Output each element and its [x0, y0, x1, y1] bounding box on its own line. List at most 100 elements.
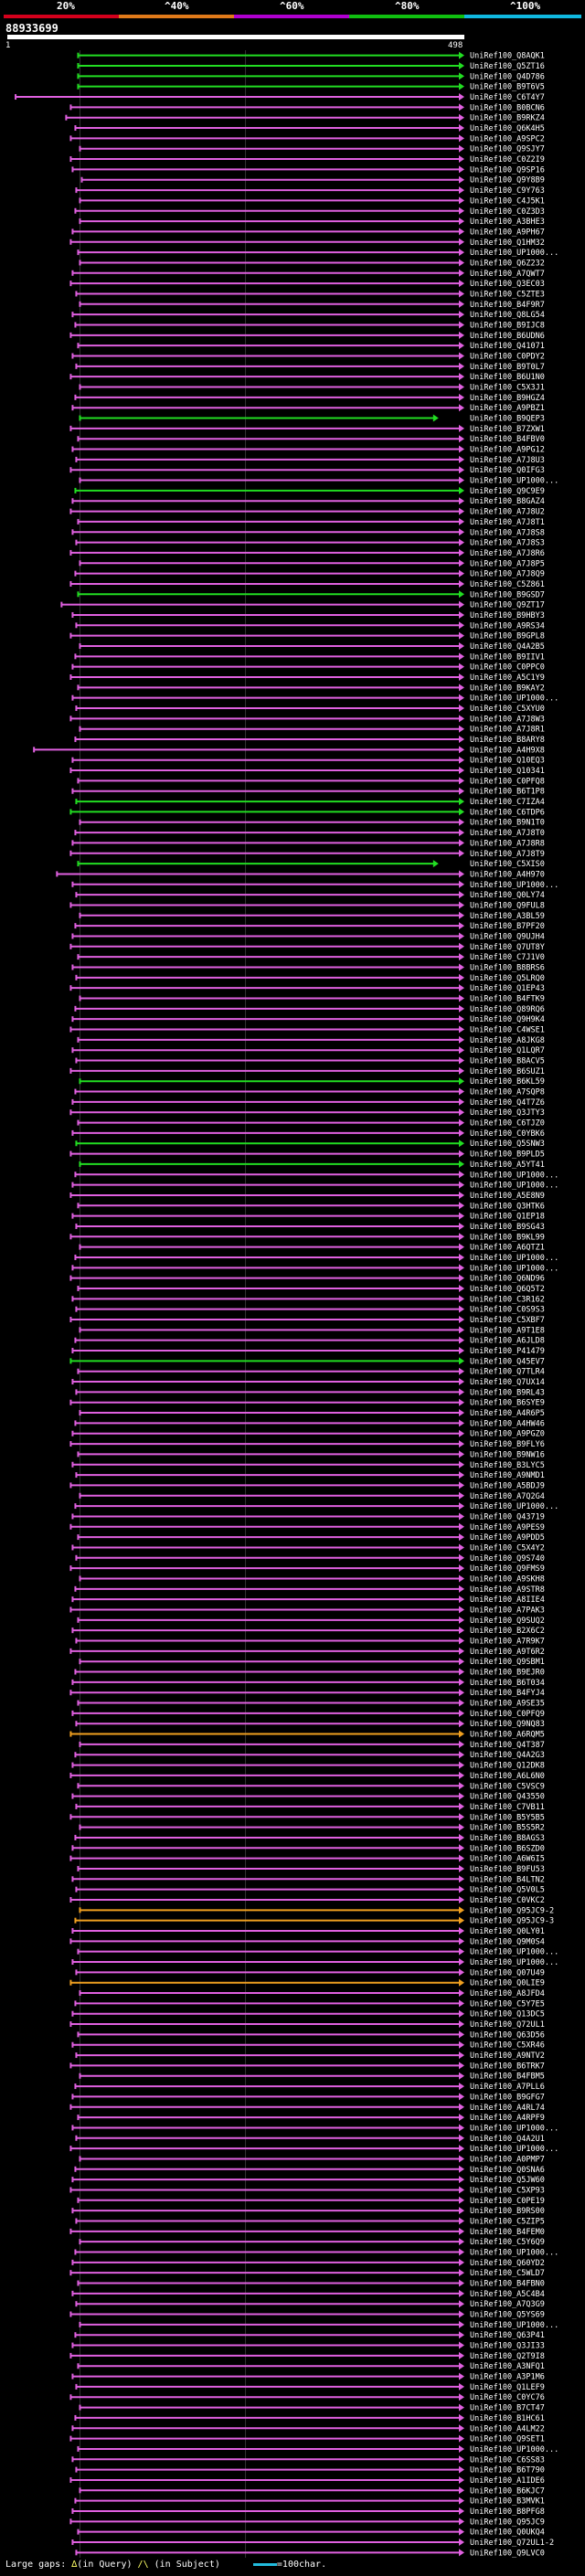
hit-row[interactable]: UniRef100_Q3JTY3 — [69, 1108, 545, 1118]
hit-row[interactable]: UniRef100_B8GAZ4 — [71, 497, 545, 506]
hit-label[interactable]: UniRef100_B9KL99 — [470, 1233, 545, 1242]
hit-label[interactable]: UniRef100_A9NMD1 — [470, 1471, 545, 1480]
hit-row[interactable]: UniRef100_A7J8R8 — [71, 839, 545, 848]
hit-label[interactable]: UniRef100_UP1000... — [470, 2124, 558, 2133]
hit-label[interactable]: UniRef100_B9NW16 — [470, 1450, 545, 1459]
hit-label[interactable]: UniRef100_A7J8U3 — [470, 456, 545, 465]
hit-row[interactable]: UniRef100_B6KL59 — [79, 1077, 545, 1087]
hit-row[interactable]: UniRef100_UP1000... — [79, 476, 558, 486]
hit-row[interactable]: UniRef100_C5XIS0 — [77, 860, 545, 869]
hit-label[interactable]: UniRef100_Q1HM32 — [470, 239, 545, 248]
hit-label[interactable]: UniRef100_A4H9X8 — [470, 746, 545, 755]
hit-row[interactable]: UniRef100_B6T034 — [71, 1678, 545, 1688]
hit-label[interactable]: UniRef100_Q1EP18 — [470, 1213, 545, 1222]
hit-label[interactable]: UniRef100_Q1LEF9 — [470, 2383, 545, 2392]
hit-row[interactable]: UniRef100_Q1LEF9 — [75, 2382, 545, 2392]
hit-row[interactable]: UniRef100_B4FBN0 — [77, 2279, 545, 2289]
hit-row[interactable]: UniRef100_A8IIE4 — [71, 1595, 545, 1605]
hit-label[interactable]: UniRef100_Q10EQ3 — [470, 757, 545, 766]
hit-label[interactable]: UniRef100_B9HGZ4 — [470, 394, 545, 403]
hit-label[interactable]: UniRef100_B1HC61 — [470, 2414, 545, 2423]
hit-row[interactable]: UniRef100_Q5JW60 — [71, 2176, 545, 2185]
hit-label[interactable]: UniRef100_C6SS83 — [470, 2455, 545, 2465]
hit-label[interactable]: UniRef100_UP1000... — [470, 881, 558, 890]
hit-row[interactable]: UniRef100_C0PE19 — [77, 2196, 545, 2206]
hit-label[interactable]: UniRef100_C5XP93 — [470, 2186, 545, 2195]
hit-row[interactable]: UniRef100_A4H9X8 — [33, 746, 545, 755]
hit-row[interactable]: UniRef100_A0PMP7 — [79, 2155, 545, 2164]
hit-label[interactable]: UniRef100_Q5JW60 — [470, 2176, 545, 2185]
hit-row[interactable]: UniRef100_A4R6P5 — [79, 1409, 545, 1418]
hit-row[interactable]: UniRef100_B9KAY2 — [77, 684, 545, 693]
hit-row[interactable]: UniRef100_A3BHE3 — [79, 217, 545, 227]
hit-row[interactable]: UniRef100_B9RS00 — [71, 2207, 545, 2216]
hit-row[interactable]: UniRef100_Q4T7Z6 — [71, 1097, 545, 1108]
hit-label[interactable]: UniRef100_B6T1P8 — [470, 788, 545, 797]
hit-row[interactable]: UniRef100_Q7UT8Y — [69, 942, 545, 952]
hit-row[interactable]: UniRef100_A7SQP8 — [74, 1087, 545, 1097]
hit-row[interactable]: UniRef100_B8ARY8 — [74, 736, 545, 745]
hit-label[interactable]: UniRef100_Q3HTK6 — [470, 1202, 545, 1211]
hit-row[interactable]: UniRef100_B9RKZ4 — [65, 113, 545, 123]
hit-label[interactable]: UniRef100_B5S5R2 — [470, 1824, 545, 1833]
hit-row[interactable]: UniRef100_C5X3J1 — [79, 383, 545, 393]
hit-label[interactable]: UniRef100_Q72UL1 — [470, 2020, 545, 2030]
hit-row[interactable]: UniRef100_Q5SNW3 — [75, 1140, 545, 1149]
hit-label[interactable]: UniRef100_UP1000... — [470, 2145, 558, 2154]
hit-row[interactable]: UniRef100_UP1000... — [77, 249, 558, 258]
hit-row[interactable]: UniRef100_A5YT41 — [79, 1160, 545, 1170]
hit-row[interactable]: UniRef100_B9RL43 — [75, 1388, 545, 1397]
hit-label[interactable]: UniRef100_Q0SNA6 — [470, 2166, 545, 2175]
hit-label[interactable]: UniRef100_UP1000... — [470, 1264, 558, 1273]
hit-row[interactable]: UniRef100_B6SYE9 — [69, 1398, 545, 1408]
hit-label[interactable]: UniRef100_Q1LQR7 — [470, 1046, 545, 1055]
hit-label[interactable]: UniRef100_Q72UL1-2 — [470, 2539, 554, 2548]
hit-row[interactable]: UniRef100_Q0SNA6 — [74, 2165, 545, 2175]
hit-row[interactable]: UniRef100_C4WSE1 — [69, 1025, 545, 1035]
hit-row[interactable]: UniRef100_C0Z3D3 — [74, 207, 545, 217]
hit-row[interactable]: UniRef100_A7J8W3 — [69, 715, 545, 724]
hit-row[interactable]: UniRef100_A8JFD4 — [79, 1989, 545, 1998]
hit-row[interactable]: UniRef100_A6L6N0 — [69, 1771, 545, 1781]
hit-label[interactable]: UniRef100_A7Q2G4 — [470, 1492, 545, 1501]
hit-label[interactable]: UniRef100_B9GPL8 — [470, 632, 545, 641]
hit-row[interactable]: UniRef100_Q12DK8 — [71, 1761, 545, 1771]
hit-row[interactable]: UniRef100_A4LM22 — [71, 2424, 545, 2433]
hit-row[interactable]: UniRef100_B9HGZ4 — [74, 393, 545, 403]
hit-row[interactable]: UniRef100_B4FEM0 — [69, 2227, 545, 2237]
hit-row[interactable]: UniRef100_A9T1E8 — [79, 1326, 545, 1335]
hit-label[interactable]: UniRef100_C4J5K1 — [470, 196, 545, 206]
hit-label[interactable]: UniRef100_C0Z2I9 — [470, 155, 545, 164]
hit-label[interactable]: UniRef100_C5X4Y2 — [470, 1543, 545, 1553]
hit-label[interactable]: UniRef100_A6RQM5 — [470, 1731, 545, 1740]
hit-row[interactable]: UniRef100_C0YC76 — [69, 2393, 545, 2402]
hit-label[interactable]: UniRef100_B4F9R7 — [470, 301, 545, 310]
hit-label[interactable]: UniRef100_C5Y7E5 — [470, 1999, 545, 2009]
hit-row[interactable]: UniRef100_C6T4Y7 — [15, 93, 545, 102]
hit-label[interactable]: UniRef100_Q43550 — [470, 1793, 545, 1802]
hit-row[interactable]: UniRef100_B6U1N0 — [69, 373, 545, 382]
hit-row[interactable]: UniRef100_Q9ZT17 — [60, 600, 545, 610]
hit-label[interactable]: UniRef100_UP1000... — [470, 2445, 558, 2454]
hit-row[interactable]: UniRef100_Q5LRQ0 — [75, 973, 545, 983]
hit-row[interactable]: UniRef100_A5BDJ9 — [69, 1481, 545, 1490]
hit-row[interactable]: UniRef100_C3R162 — [71, 1295, 545, 1304]
hit-label[interactable]: UniRef100_B4FBN0 — [470, 2280, 545, 2289]
hit-label[interactable]: UniRef100_B6T034 — [470, 1679, 545, 1688]
hit-row[interactable]: UniRef100_A7J8P5 — [79, 559, 545, 568]
hit-label[interactable]: UniRef100_C5X3J1 — [470, 384, 545, 393]
hit-label[interactable]: UniRef100_C5XR46 — [470, 2041, 545, 2051]
hit-label[interactable]: UniRef100_B9RKZ4 — [470, 114, 545, 123]
hit-label[interactable]: UniRef100_Q10341 — [470, 767, 545, 776]
hit-label[interactable]: UniRef100_A7J8W3 — [470, 715, 545, 724]
hit-label[interactable]: UniRef100_Q9ZT17 — [470, 601, 545, 610]
hit-row[interactable]: UniRef100_Q95JC9-3 — [74, 1916, 554, 1926]
hit-label[interactable]: UniRef100_B9GSD7 — [470, 590, 545, 599]
hit-row[interactable]: UniRef100_UP1000... — [74, 1502, 558, 1511]
hit-row[interactable]: UniRef100_A6RQM5 — [69, 1730, 545, 1740]
hit-row[interactable]: UniRef100_Q0UKQ4 — [77, 2528, 545, 2538]
hit-label[interactable]: UniRef100_A3BHE3 — [470, 217, 545, 227]
hit-label[interactable]: UniRef100_Q1EP43 — [470, 984, 545, 993]
hit-row[interactable]: UniRef100_B9IJC8 — [74, 321, 545, 330]
hit-label[interactable]: UniRef100_UP1000... — [470, 2249, 558, 2258]
